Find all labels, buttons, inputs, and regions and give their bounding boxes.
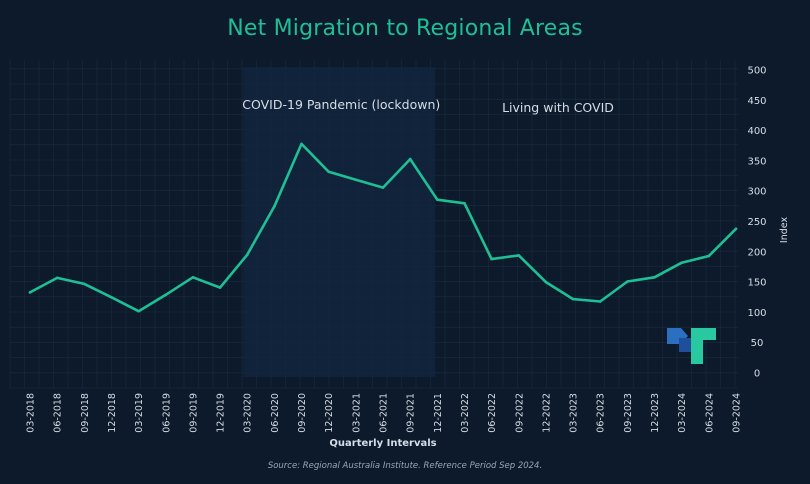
- data-point: [571, 297, 575, 301]
- annotations: COVID-19 Pandemic (lockdown) Living with …: [242, 97, 614, 115]
- x-tick-label: 12-2022: [541, 393, 552, 433]
- data-point: [734, 227, 738, 231]
- x-tick-label: 06-2023: [596, 393, 607, 433]
- data-point: [463, 202, 466, 205]
- x-tick-label: 03-2021: [351, 393, 362, 433]
- x-tick-label: 06-2018: [53, 393, 64, 433]
- data-point: [245, 253, 249, 257]
- y-tick-label: 0: [754, 369, 760, 380]
- x-axis-label: Quarterly Intervals: [329, 438, 436, 449]
- data-point: [408, 157, 412, 161]
- source-note: Source: Regional Australia Institute. Re…: [267, 461, 543, 471]
- x-tick-label: 03-2024: [677, 393, 688, 433]
- data-point: [55, 276, 59, 280]
- data-point: [436, 198, 439, 201]
- data-point: [218, 286, 222, 289]
- lockdown-shaded-region: [243, 67, 436, 377]
- x-tick-label: 03-2019: [134, 393, 145, 433]
- x-tick-label: 03-2022: [460, 393, 471, 433]
- x-tick-label: 06-2024: [704, 393, 715, 433]
- data-point: [680, 261, 683, 265]
- annotation-lockdown: COVID-19 Pandemic (lockdown): [242, 97, 440, 112]
- x-tick-label: 09-2022: [514, 393, 525, 433]
- x-tick-label: 12-2021: [433, 393, 444, 433]
- x-tick-label: 03-2020: [243, 393, 254, 433]
- y-tick-label: 400: [747, 126, 766, 137]
- data-point: [83, 282, 86, 286]
- data-point: [300, 142, 303, 146]
- x-tick-label: 06-2021: [379, 393, 390, 433]
- y-tick-label: 450: [747, 96, 766, 107]
- y-tick-label: 300: [747, 187, 766, 198]
- data-point: [327, 170, 330, 174]
- chart-title: Net Migration to Regional Areas: [227, 16, 583, 41]
- x-tick-label: 09-2023: [623, 393, 634, 433]
- data-point: [354, 178, 358, 181]
- data-point: [707, 254, 711, 258]
- y-tick-label: 50: [751, 338, 764, 349]
- x-tick-label: 09-2019: [188, 393, 199, 433]
- x-tick-label: 12-2019: [216, 393, 227, 433]
- data-point: [381, 186, 385, 189]
- x-tick-label: 12-2020: [324, 393, 335, 433]
- x-tick-label: 09-2018: [80, 393, 91, 433]
- data-point: [273, 205, 276, 208]
- data-point: [598, 300, 602, 303]
- y-tick-label: 500: [747, 66, 766, 77]
- data-point: [191, 275, 195, 279]
- annotation-living-with-covid: Living with COVID: [502, 100, 614, 115]
- data-point: [137, 309, 140, 313]
- x-tick-label: 09-2024: [732, 393, 743, 433]
- data-point: [110, 295, 113, 299]
- x-tick-label: 09-2021: [406, 393, 417, 433]
- data-point: [28, 291, 32, 294]
- x-tick-label: 06-2020: [270, 393, 281, 433]
- y-tick-label: 250: [747, 217, 766, 228]
- y-axis-ticks: 0 50 100 150 200 250 300 350 400 450 500: [747, 66, 766, 380]
- data-points: [28, 142, 738, 313]
- y-tick-label: 350: [747, 156, 766, 167]
- x-tick-label: 12-2023: [650, 393, 661, 433]
- x-axis-ticks: 03-2018 06-2018 09-2018 12-2018 03-2019 06-20…: [26, 393, 743, 433]
- x-tick-label: 03-2018: [26, 393, 37, 433]
- x-tick-label: 06-2019: [161, 393, 172, 433]
- y-tick-label: 100: [747, 308, 766, 319]
- x-tick-label: 12-2018: [107, 393, 118, 433]
- data-point: [164, 293, 168, 297]
- data-point: [626, 280, 629, 283]
- y-axis-label: Index: [779, 217, 790, 244]
- x-tick-label: 09-2020: [297, 393, 308, 433]
- data-point: [517, 254, 521, 257]
- y-tick-label: 150: [747, 278, 766, 289]
- y-tick-label: 200: [747, 247, 766, 258]
- x-tick-label: 03-2023: [569, 393, 580, 433]
- data-point: [653, 275, 656, 279]
- brand-logo: [667, 328, 716, 364]
- data-point: [490, 257, 493, 261]
- data-point: [544, 280, 548, 284]
- x-tick-label: 06-2022: [487, 393, 498, 433]
